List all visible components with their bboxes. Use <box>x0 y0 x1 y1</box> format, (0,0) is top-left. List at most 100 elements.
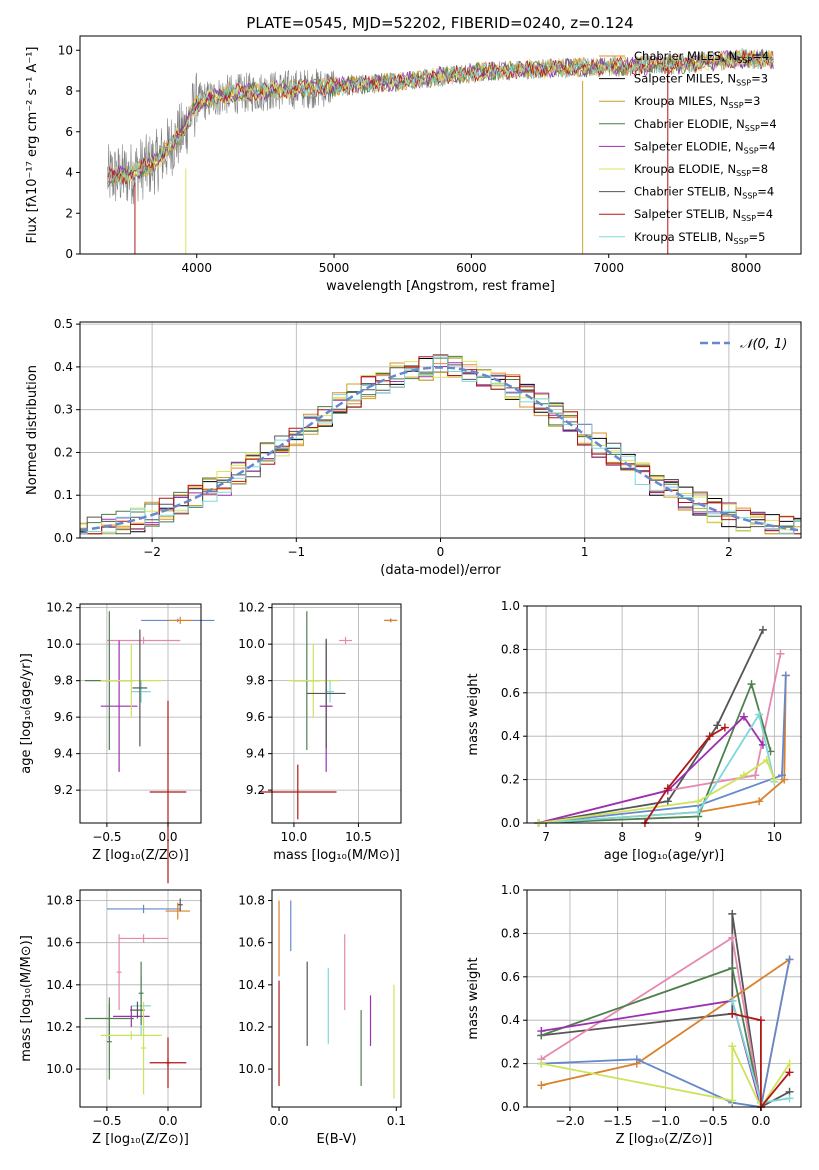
y-tick-label: 0.0 <box>501 1100 520 1114</box>
y-tick-label: 0.5 <box>54 317 73 331</box>
x-tick-label: 8000 <box>731 261 762 275</box>
x-tick-label: 0.0 <box>269 1114 288 1128</box>
legend-label: Chabrier ELODIE, NSSP=4 <box>634 117 777 133</box>
weight-point-marker <box>720 723 729 732</box>
weight-point-marker <box>713 721 722 730</box>
x-tick-label: 10.5 <box>345 830 372 844</box>
residuals-panel: −2 −1 0 1 2 0.0 0.1 0.2 0.3 0.4 0.5 (data-model)/er… <box>25 317 802 578</box>
weight-point-marker <box>728 933 737 942</box>
y-tick-label: 10.2 <box>238 1020 265 1034</box>
y-tick-label: 10.6 <box>46 936 73 950</box>
figure-title: PLATE=0545, MJD=52202, FIBERID=0240, z=0… <box>246 14 633 32</box>
y-tick-label: 0.8 <box>501 926 520 940</box>
x-tick-label: 5000 <box>319 261 350 275</box>
y-tick-label: 10.0 <box>238 637 265 651</box>
axes-frame <box>79 35 802 255</box>
x-tick-label: −2 <box>143 545 161 559</box>
y-tick-label: 9.6 <box>54 710 73 724</box>
axes-frame <box>526 889 802 1108</box>
spectrum-panel: 4000 5000 6000 7000 8000 0 2 4 6 8 10 wavelength [A… <box>25 35 802 294</box>
weight-point-marker <box>781 671 790 680</box>
weight-point-marker <box>728 1042 737 1051</box>
x-axis-label: Z [log₁₀(Z/Z⊙)] <box>92 1132 189 1147</box>
weight-series-line <box>538 629 764 824</box>
legend-label: Chabrier STELIB, NSSP=4 <box>634 185 774 201</box>
histogram-series <box>80 354 801 535</box>
axes-frame <box>526 605 802 824</box>
axes-frame <box>79 603 202 824</box>
y-tick-label: 10.2 <box>46 1020 73 1034</box>
weight-series-line <box>732 1012 791 1110</box>
weight-point-marker <box>785 1094 794 1103</box>
y-tick-label: 0.2 <box>54 445 73 459</box>
x-tick-label: 0 <box>437 545 445 559</box>
x-tick-label: 1 <box>581 545 589 559</box>
y-tick-label: 6 <box>65 125 73 139</box>
x-tick-label: −1.5 <box>603 1114 632 1128</box>
y-tick-label: 1.0 <box>501 599 520 613</box>
legend-label: Kroupa STELIB, NSSP=5 <box>634 230 765 246</box>
y-tick-label: 0.6 <box>501 970 520 984</box>
x-tick-label: 7000 <box>593 261 624 275</box>
legend-label: Kroupa MILES, NSSP=3 <box>634 94 760 110</box>
x-tick-label: 0.1 <box>387 1114 406 1128</box>
x-tick-label: 8 <box>618 830 626 844</box>
y-tick-label: 10.8 <box>238 894 265 908</box>
model-spectrum-line <box>107 50 774 183</box>
y-tick-label: 0.4 <box>54 360 73 374</box>
y-tick-label: 10.0 <box>238 1062 265 1076</box>
x-axis-label: E(B-V) <box>316 1132 356 1147</box>
y-tick-label: 0.2 <box>501 1057 520 1071</box>
weight-series-line <box>538 681 772 824</box>
weight-point-marker <box>755 797 764 806</box>
weight-point-marker <box>758 625 767 634</box>
x-tick-label: 6000 <box>456 261 487 275</box>
y-axis-label: mass weight <box>466 957 481 1039</box>
weight-point-marker <box>663 797 672 806</box>
y-axis-label: mass [log₁₀(M/M⊙)] <box>19 935 34 1062</box>
x-tick-label: −2.0 <box>555 1114 584 1128</box>
weight-point-marker <box>739 771 748 780</box>
weight-point-marker <box>728 1096 737 1105</box>
model-spectrum-line <box>107 48 774 186</box>
y-axis-label: Normed distribution <box>25 365 40 495</box>
y-tick-label: 10.8 <box>46 894 73 908</box>
y-tick-label: 0.8 <box>501 642 520 656</box>
weight-point-marker <box>776 649 785 658</box>
row3-mass-age-panel: 10.0 10.5 9.2 9.4 9.6 9.8 10.0 10.2 mass [log₁₀(… <box>238 601 402 863</box>
weight-point-marker <box>694 808 703 817</box>
y-tick-label: 9.8 <box>54 674 73 688</box>
weight-point-marker <box>785 1059 794 1068</box>
weight-point-marker <box>694 797 703 806</box>
weight-point-marker <box>756 1016 765 1025</box>
weight-point-marker <box>770 775 779 784</box>
x-axis-label: wavelength [Angstrom, rest frame] <box>326 279 555 294</box>
y-tick-label: 9.4 <box>54 747 73 761</box>
x-axis-label: mass [log₁₀(M/M⊙)] <box>273 848 400 863</box>
row4-ebv-mass-panel: 0.0 0.1 10.0 10.2 10.4 10.6 10.8 E(B-V) <box>238 889 406 1147</box>
x-tick-label: 10.0 <box>281 830 308 844</box>
y-tick-label: 9.2 <box>246 783 265 797</box>
y-tick-label: 10.4 <box>46 978 73 992</box>
weight-point-marker <box>728 964 737 973</box>
x-tick-label: 0.0 <box>158 1114 177 1128</box>
x-axis-label: Z [log₁₀(Z/Z⊙)] <box>616 1132 713 1147</box>
x-tick-label: 0.0 <box>751 1114 770 1128</box>
x-tick-label: −0.5 <box>92 1114 121 1128</box>
y-tick-label: 10.2 <box>46 601 73 615</box>
x-axis-label: age [log₁₀(age/yr)] <box>604 848 725 863</box>
weight-point-marker <box>728 996 737 1005</box>
weight-point-marker <box>747 680 756 689</box>
weight-point-marker <box>780 775 789 784</box>
axes-frame <box>271 603 402 824</box>
y-tick-label: 0.2 <box>501 773 520 787</box>
weight-point-marker <box>537 1059 546 1068</box>
weight-point-marker <box>705 732 714 741</box>
y-tick-label: 4 <box>65 166 73 180</box>
weight-point-marker <box>785 955 794 964</box>
y-tick-label: 0.3 <box>54 403 73 417</box>
weight-series-line <box>538 715 764 824</box>
x-tick-label: 10 <box>767 830 782 844</box>
legend-label: 𝒩(0, 1) <box>740 337 787 352</box>
